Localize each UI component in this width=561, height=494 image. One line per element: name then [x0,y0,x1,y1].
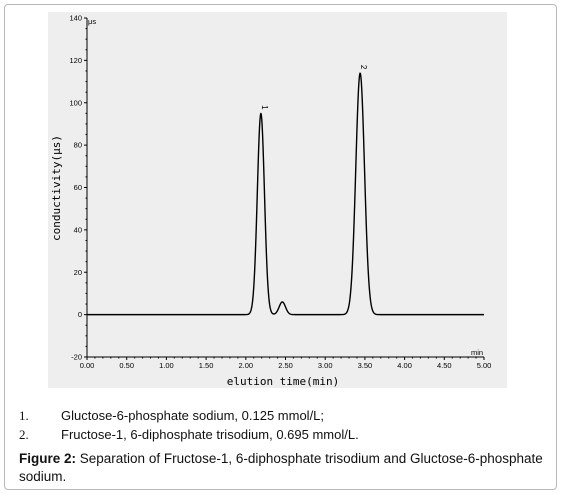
x-tick-label: 5.00 [477,361,492,370]
peak-labels: 12 [260,65,368,110]
y-tick-label: 120 [69,56,82,65]
figure-caption: Figure 2: Separation of Fructose-1, 6-di… [19,450,549,486]
y-tick-label: 20 [74,268,82,277]
trace-layer [86,72,485,316]
x-axis-title: elution time(min) [227,375,340,388]
note-item: 2. Fructose-1, 6-diphosphate trisodium, … [19,425,549,444]
x-tick-label: 0.00 [80,361,95,370]
x-tick-label: 3.00 [318,361,333,370]
note-text: Gluctose-6-phosphate sodium, 0.125 mmol/… [61,408,325,423]
x-tick-label: 0.50 [119,361,134,370]
y-tick-label: 40 [74,225,82,234]
caption-label: Figure 2: [19,451,77,466]
notes-list: 1. Gluctose-6-phosphate sodium, 0.125 mm… [19,406,549,444]
x-tick-label: 3.50 [358,361,373,370]
y-tick-label: -20 [71,353,82,362]
x-unit-label: min [471,348,483,357]
note-text: Fructose-1, 6-diphosphate trisodium, 0.6… [61,427,359,442]
x-tick-label: 2.00 [238,361,253,370]
ticks: -20 0 20 40 60 80 100 120 140 0.00 0.50 1.00 1.50 2.0… [69,14,491,371]
x-tick-label: 4.50 [437,361,452,370]
y-tick-label: 60 [74,183,82,192]
note-number: 2. [19,427,29,442]
y-tick-label: 140 [69,14,82,23]
caption-text: Separation of Fructose-1, 6-diphosphate … [19,451,543,484]
y-unit-label: μs [88,17,96,26]
plot-panel [48,12,507,388]
x-tick-label: 2.50 [278,361,293,370]
peak-label-2: 2 [359,65,368,70]
peak-label-1: 1 [260,105,269,110]
y-tick-label: 100 [69,98,82,107]
x-tick-label: 1.00 [159,361,174,370]
chromatogram-trace [86,72,485,316]
y-tick-label: 0 [78,310,82,319]
y-tick-label: 80 [74,141,82,150]
x-tick-label: 4.00 [397,361,412,370]
y-axis-title: conductivity(μs) [50,135,63,241]
x-tick-label: 1.50 [199,361,214,370]
note-item: 1. Gluctose-6-phosphate sodium, 0.125 mm… [19,406,549,425]
note-number: 1. [19,408,29,423]
chromatogram-chart: -20 0 20 40 60 80 100 120 140 0.00 0.50 1.00 1.50 2.0… [50,14,491,389]
